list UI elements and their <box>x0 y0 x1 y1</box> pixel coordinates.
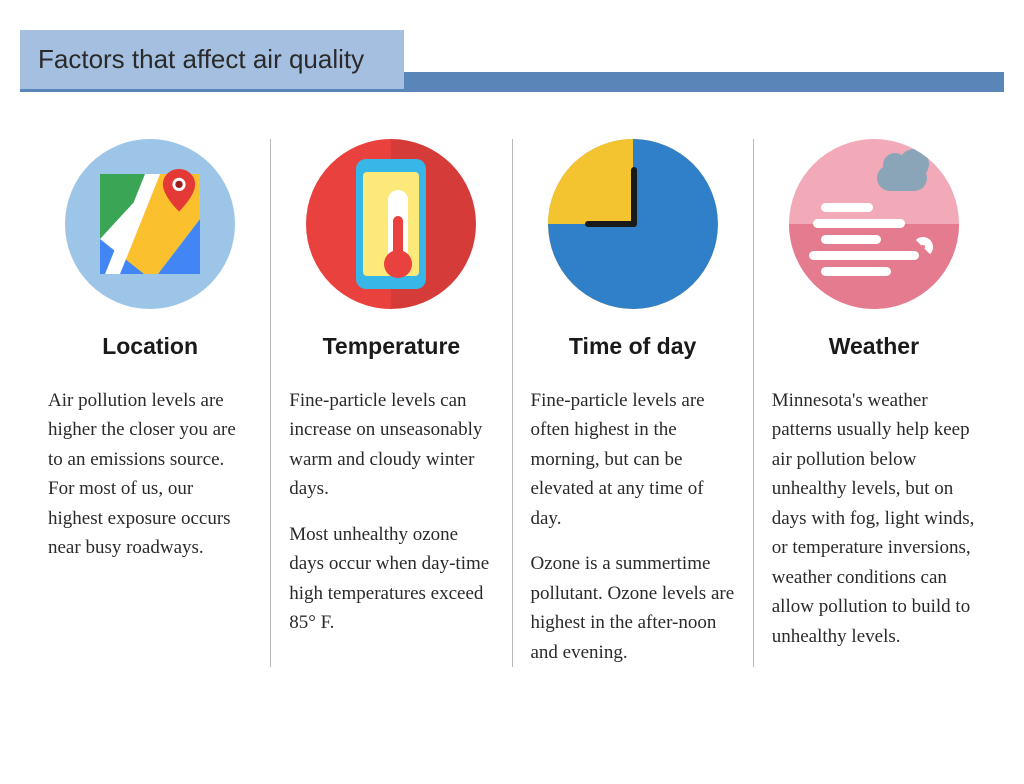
header: Factors that affect air quality <box>0 30 1024 89</box>
factor-column-location: Location Air pollution levels are higher… <box>30 139 271 667</box>
factor-paragraph: Minnesota's weather patterns usually hel… <box>772 386 976 651</box>
factor-column-time: Time of day Fine-particle levels are oft… <box>513 139 754 667</box>
thermometer-icon <box>356 159 426 289</box>
factor-title: Time of day <box>531 333 735 360</box>
factor-body: Air pollution levels are higher the clos… <box>48 386 252 563</box>
factor-body: Minnesota's weather patterns usually hel… <box>772 386 976 651</box>
factors-row: Location Air pollution levels are higher… <box>30 139 994 667</box>
weather-icon <box>789 139 959 309</box>
location-icon <box>65 139 235 309</box>
cloud-icon <box>877 165 927 191</box>
factor-column-temperature: Temperature Fine-particle levels can inc… <box>271 139 512 667</box>
map-pin-icon <box>157 169 201 213</box>
factor-column-weather: Weather Minnesota's weather patterns usu… <box>754 139 994 667</box>
factor-paragraph: Ozone is a summertime pollutant. Ozone l… <box>531 549 735 667</box>
factor-paragraph: Fine-particle levels can increase on uns… <box>289 386 493 504</box>
factor-body: Fine-particle levels are often highest i… <box>531 386 735 667</box>
factor-title: Temperature <box>289 333 493 360</box>
factor-paragraph: Most unhealthy ozone days occur when day… <box>289 520 493 638</box>
factor-paragraph: Air pollution levels are higher the clos… <box>48 386 252 563</box>
factor-title: Weather <box>772 333 976 360</box>
time-icon <box>548 139 718 309</box>
factor-title: Location <box>48 333 252 360</box>
page-title: Factors that affect air quality <box>20 30 404 89</box>
factor-body: Fine-particle levels can increase on uns… <box>289 386 493 638</box>
temperature-icon <box>306 139 476 309</box>
factor-paragraph: Fine-particle levels are often highest i… <box>531 386 735 533</box>
